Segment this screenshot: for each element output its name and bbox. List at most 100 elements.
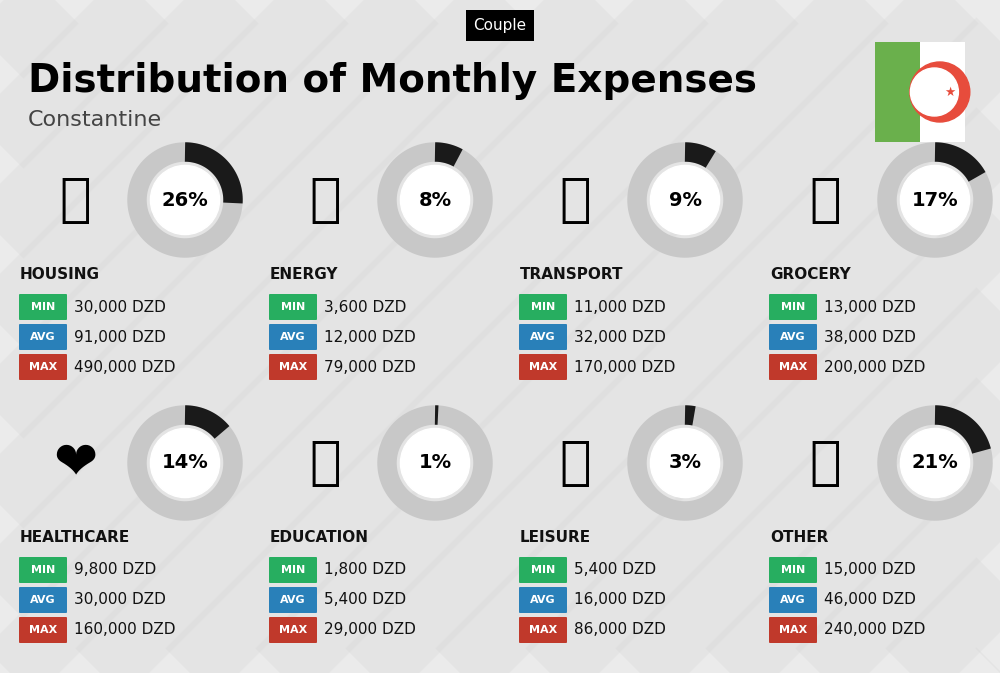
FancyBboxPatch shape [19,294,67,320]
FancyBboxPatch shape [269,324,317,350]
Text: MAX: MAX [279,362,307,372]
FancyBboxPatch shape [19,617,67,643]
FancyBboxPatch shape [769,617,817,643]
Text: MIN: MIN [281,302,305,312]
Text: MAX: MAX [29,362,57,372]
Text: AVG: AVG [280,595,306,605]
Text: 38,000 DZD: 38,000 DZD [824,330,916,345]
Text: ★: ★ [945,85,956,98]
Text: LEISURE: LEISURE [520,530,591,545]
Text: 15,000 DZD: 15,000 DZD [824,563,916,577]
FancyBboxPatch shape [920,42,965,142]
Text: 🛍: 🛍 [559,437,591,489]
Circle shape [400,429,470,497]
FancyBboxPatch shape [769,557,817,583]
FancyBboxPatch shape [19,557,67,583]
Text: GROCERY: GROCERY [770,267,851,282]
Text: 21%: 21% [912,454,958,472]
FancyBboxPatch shape [519,617,567,643]
FancyBboxPatch shape [519,324,567,350]
Text: MIN: MIN [531,565,555,575]
Circle shape [650,166,720,235]
Text: ENERGY: ENERGY [270,267,338,282]
FancyBboxPatch shape [19,354,67,380]
Circle shape [910,68,958,116]
Circle shape [400,166,470,235]
Text: AVG: AVG [30,595,56,605]
Text: MIN: MIN [281,565,305,575]
Text: 14%: 14% [162,454,208,472]
Text: 30,000 DZD: 30,000 DZD [74,592,166,608]
Text: AVG: AVG [30,332,56,342]
Text: HEALTHCARE: HEALTHCARE [20,530,130,545]
Text: 30,000 DZD: 30,000 DZD [74,299,166,314]
Text: 🏢: 🏢 [59,174,91,226]
Text: EDUCATION: EDUCATION [270,530,369,545]
Text: 🚌: 🚌 [559,174,591,226]
Text: AVG: AVG [530,332,556,342]
Text: MIN: MIN [31,565,55,575]
FancyBboxPatch shape [519,557,567,583]
Circle shape [150,429,220,497]
Circle shape [900,166,970,235]
Text: Couple: Couple [473,18,527,33]
Text: 16,000 DZD: 16,000 DZD [574,592,666,608]
Text: TRANSPORT: TRANSPORT [520,267,624,282]
FancyBboxPatch shape [769,587,817,613]
Text: 26%: 26% [162,190,208,209]
Circle shape [900,429,970,497]
Text: 170,000 DZD: 170,000 DZD [574,359,675,374]
Text: 91,000 DZD: 91,000 DZD [74,330,166,345]
Text: 11,000 DZD: 11,000 DZD [574,299,666,314]
Text: AVG: AVG [780,332,806,342]
FancyBboxPatch shape [19,587,67,613]
Text: 1%: 1% [418,454,452,472]
Circle shape [650,429,720,497]
Text: MAX: MAX [779,625,807,635]
FancyBboxPatch shape [269,557,317,583]
Text: MAX: MAX [29,625,57,635]
FancyBboxPatch shape [19,324,67,350]
Text: OTHER: OTHER [770,530,828,545]
Text: MAX: MAX [529,625,557,635]
Text: AVG: AVG [280,332,306,342]
Circle shape [910,62,970,122]
Text: MAX: MAX [529,362,557,372]
Text: 3%: 3% [668,454,702,472]
FancyBboxPatch shape [269,354,317,380]
Text: 160,000 DZD: 160,000 DZD [74,623,176,637]
FancyBboxPatch shape [519,354,567,380]
Text: MIN: MIN [781,565,805,575]
Text: 8%: 8% [418,190,452,209]
Text: 🎓: 🎓 [309,437,341,489]
Text: 1,800 DZD: 1,800 DZD [324,563,406,577]
FancyBboxPatch shape [519,587,567,613]
Text: AVG: AVG [780,595,806,605]
Text: 9%: 9% [668,190,702,209]
FancyBboxPatch shape [519,294,567,320]
Text: MIN: MIN [31,302,55,312]
FancyBboxPatch shape [769,354,817,380]
Circle shape [150,166,220,235]
FancyBboxPatch shape [875,42,965,142]
FancyBboxPatch shape [269,617,317,643]
Text: 86,000 DZD: 86,000 DZD [574,623,666,637]
FancyBboxPatch shape [769,294,817,320]
Text: 💰: 💰 [809,437,841,489]
Text: 5,400 DZD: 5,400 DZD [574,563,656,577]
Text: 240,000 DZD: 240,000 DZD [824,623,925,637]
Text: ❤: ❤ [53,437,97,489]
Text: 200,000 DZD: 200,000 DZD [824,359,925,374]
FancyBboxPatch shape [269,294,317,320]
Text: 32,000 DZD: 32,000 DZD [574,330,666,345]
Text: MIN: MIN [781,302,805,312]
Text: 3,600 DZD: 3,600 DZD [324,299,406,314]
Text: 17%: 17% [912,190,958,209]
Text: 12,000 DZD: 12,000 DZD [324,330,416,345]
Text: 🔌: 🔌 [309,174,341,226]
Text: Distribution of Monthly Expenses: Distribution of Monthly Expenses [28,62,757,100]
Text: 13,000 DZD: 13,000 DZD [824,299,916,314]
Text: 9,800 DZD: 9,800 DZD [74,563,156,577]
FancyBboxPatch shape [269,587,317,613]
Text: HOUSING: HOUSING [20,267,100,282]
